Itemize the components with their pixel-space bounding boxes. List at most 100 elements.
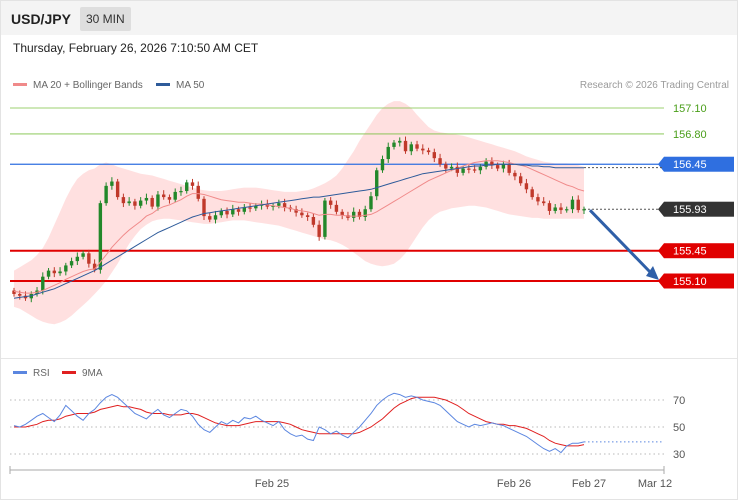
- candle-body: [380, 159, 385, 171]
- level-label-156.45: 156.45: [673, 159, 707, 171]
- candle-body: [242, 207, 247, 212]
- candle-body: [219, 210, 223, 216]
- candle-body: [311, 216, 316, 225]
- candle-body: [340, 211, 344, 216]
- candle-body: [570, 199, 575, 210]
- rsi-tick-50: 50: [673, 422, 685, 434]
- rsi-9ma-line: [14, 396, 585, 447]
- candle-body: [12, 290, 16, 294]
- x-tick-label: Feb 26: [497, 478, 531, 490]
- candle-body: [472, 169, 477, 171]
- candle-body: [426, 150, 431, 153]
- candle-body: [334, 204, 339, 212]
- level-label-155.93: 155.93: [673, 204, 707, 216]
- candle-body: [398, 140, 402, 143]
- bollinger-band: [14, 101, 584, 325]
- legend-9ma-label: 9MA: [82, 368, 103, 379]
- candle-body: [317, 224, 321, 237]
- candle-body: [467, 168, 471, 170]
- legend-ma50-label: MA 50: [176, 80, 205, 91]
- candle-body: [392, 142, 396, 147]
- candle-body: [138, 200, 143, 206]
- candle-body: [92, 263, 97, 270]
- candle-body: [236, 209, 241, 212]
- pane-separator: [1, 358, 737, 359]
- target-arrow-head: [646, 266, 659, 280]
- candle-body: [518, 176, 523, 184]
- candle-body: [553, 207, 557, 211]
- candle-body: [530, 189, 534, 198]
- candle-body: [501, 164, 506, 169]
- ma20-line: [13, 160, 585, 294]
- timeframe-button[interactable]: 30 MIN: [80, 7, 131, 31]
- candle-body: [541, 201, 546, 204]
- candle-body: [449, 166, 454, 169]
- candle-body: [513, 172, 517, 177]
- x-tick-label: Feb 27: [572, 478, 606, 490]
- candle-body: [438, 158, 442, 165]
- candle-body: [87, 253, 91, 264]
- candle-body: [254, 205, 258, 209]
- candle-body: [461, 168, 465, 173]
- legend-ma20: MA 20 + Bollinger Bands: [13, 80, 143, 91]
- level-tag-155.45: [664, 243, 734, 259]
- timestamp: Thursday, February 26, 2026 7:10:50 AM C…: [13, 41, 259, 55]
- candle-body: [576, 199, 580, 211]
- candle-body: [46, 270, 51, 277]
- candle-body: [444, 164, 448, 169]
- ma50-line: [13, 163, 584, 299]
- symbol-label: USD/JPY: [11, 11, 71, 27]
- candle-body: [582, 209, 586, 211]
- candle-body: [64, 265, 68, 272]
- candle-body: [18, 293, 22, 296]
- candle-body: [536, 197, 540, 202]
- candle-body: [185, 182, 189, 192]
- legend-rsi: RSI: [13, 368, 50, 379]
- level-tag-155.93: [664, 201, 734, 217]
- level-tag-pointer-155.93: [658, 201, 664, 217]
- chart-header: USD/JPY 30 MIN: [1, 1, 737, 35]
- level-tag-155.10: [664, 273, 734, 289]
- level-label-155.45: 155.45: [673, 246, 707, 258]
- candle-body: [403, 140, 408, 152]
- ma20-swatch: [13, 82, 27, 86]
- candle-body: [277, 203, 281, 206]
- candle-body: [190, 182, 195, 186]
- candle-body: [294, 209, 298, 213]
- candle-body: [351, 211, 356, 218]
- candle-body: [115, 181, 120, 198]
- legend-ma20-label: MA 20 + Bollinger Bands: [33, 80, 143, 91]
- candle-body: [133, 201, 137, 206]
- candle-body: [386, 146, 390, 160]
- candle-body: [357, 211, 362, 217]
- candle-body: [478, 166, 483, 171]
- candle-body: [156, 194, 160, 207]
- candle-body: [98, 203, 103, 270]
- level-tag-pointer-156.45: [658, 156, 664, 172]
- candle-body: [495, 165, 500, 169]
- candle-body: [432, 152, 437, 159]
- candle-body: [455, 166, 460, 173]
- rsi-swatch: [13, 370, 27, 374]
- candle-body: [363, 209, 367, 217]
- legend-ma50: MA 50: [156, 80, 204, 91]
- credit-text: Research © 2026 Trading Central: [579, 80, 729, 91]
- level-tag-pointer-155.10: [658, 273, 664, 289]
- candle-body: [323, 200, 327, 237]
- candle-body: [369, 196, 373, 210]
- candle-body: [202, 198, 206, 217]
- candle-body: [328, 200, 333, 205]
- candle-body: [409, 144, 413, 152]
- candle-body: [248, 207, 252, 209]
- level-tag-156.45: [664, 156, 734, 172]
- candle-body: [69, 261, 74, 266]
- level-label-157.10: 157.10: [673, 103, 707, 115]
- candle-body: [524, 183, 529, 190]
- candle-body: [375, 170, 379, 197]
- rsi-tick-70: 70: [673, 395, 685, 407]
- target-arrow-shaft: [588, 209, 653, 275]
- candle-body: [225, 210, 229, 215]
- candle-body: [208, 216, 212, 220]
- candle-body: [282, 203, 287, 208]
- candle-body: [305, 215, 310, 217]
